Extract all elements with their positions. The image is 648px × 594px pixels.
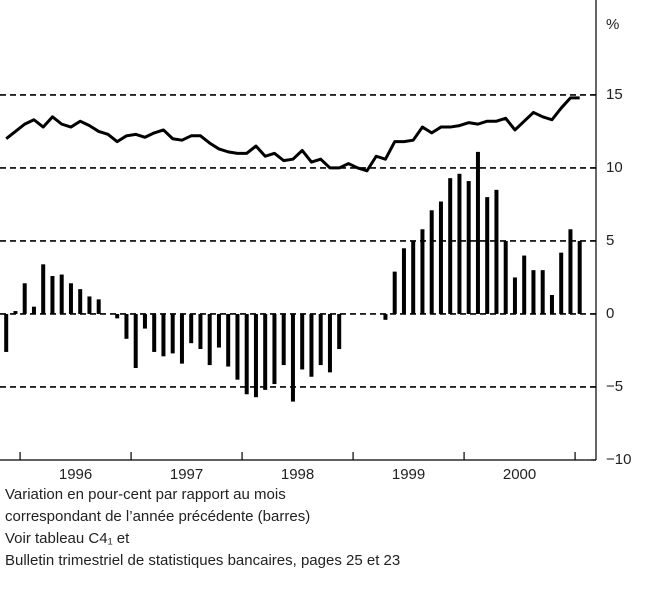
bar (142, 313, 147, 329)
bar (401, 248, 406, 314)
bar (318, 313, 323, 366)
bar (531, 270, 536, 314)
bar (50, 276, 55, 314)
bar (272, 313, 277, 385)
bar (152, 313, 157, 352)
bar (327, 313, 332, 373)
bar (466, 181, 471, 314)
bar (253, 313, 258, 398)
bar (411, 240, 416, 314)
bar (41, 264, 46, 314)
bar (559, 252, 564, 314)
bar (4, 313, 9, 352)
bar (13, 311, 18, 314)
bar (59, 274, 64, 314)
bar (337, 313, 342, 350)
y-axis-label: % (606, 16, 619, 33)
bar (96, 299, 101, 314)
y-tick-label: −10 (606, 451, 631, 468)
note: correspondant de l’année précédente (bar… (5, 508, 310, 525)
bar (309, 313, 314, 377)
bar (207, 313, 212, 366)
bar (216, 313, 221, 348)
bar (503, 240, 508, 314)
bar (392, 271, 397, 314)
line (5, 96, 580, 173)
bar (179, 313, 184, 364)
bar (429, 210, 434, 314)
bar (383, 313, 388, 320)
x-tick-label: 1996 (59, 466, 92, 483)
bar (78, 289, 83, 314)
bar (485, 197, 490, 314)
bar (263, 313, 268, 390)
bar (457, 173, 462, 314)
note: Bulletin trimestriel de statistiques ban… (5, 552, 400, 569)
x-tick-label: 2000 (503, 466, 536, 483)
bar (170, 313, 175, 354)
bar (22, 283, 27, 314)
bar (124, 313, 129, 339)
y-tick-label: 5 (606, 232, 614, 249)
bar (87, 296, 92, 314)
bar (198, 313, 203, 350)
y-tick-label: 10 (606, 159, 623, 176)
bar (161, 313, 166, 357)
bar (549, 294, 554, 314)
bar (226, 313, 231, 367)
note: Voir tableau C4₁ et (5, 530, 130, 547)
bar (577, 240, 582, 314)
bar (438, 201, 443, 314)
bar (522, 255, 527, 314)
bar (235, 313, 240, 380)
bar (568, 229, 573, 314)
bar (540, 270, 545, 314)
bar (31, 306, 36, 314)
x-tick-label: 1997 (170, 466, 203, 483)
x-tick-label: 1998 (281, 466, 314, 483)
bar (290, 313, 295, 402)
bar (475, 151, 480, 314)
bar (244, 313, 249, 395)
bar (494, 189, 499, 314)
bar (189, 313, 194, 344)
note: Variation en pour-cent par rapport au mo… (5, 486, 286, 503)
bar (133, 313, 138, 368)
bar (512, 277, 517, 314)
bar (300, 313, 305, 370)
bar (115, 313, 120, 319)
bar (68, 283, 73, 314)
y-tick-label: 0 (606, 305, 614, 322)
bar (420, 229, 425, 314)
y-tick-label: −5 (606, 378, 623, 395)
bar (281, 313, 286, 366)
y-tick-label: 15 (606, 86, 623, 103)
bar (448, 178, 453, 314)
x-tick-label: 1999 (392, 466, 425, 483)
